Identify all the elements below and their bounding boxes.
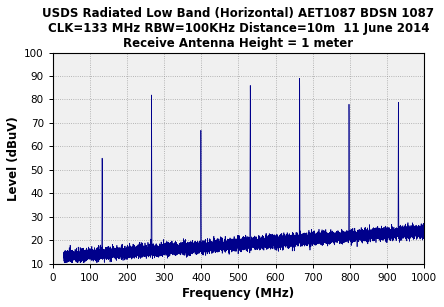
X-axis label: Frequency (MHz): Frequency (MHz)	[182, 287, 294, 300]
Y-axis label: Level (dBuV): Level (dBuV)	[7, 116, 20, 200]
Title: USDS Radiated Low Band (Horizontal) AET1087 BDSN 1087
CLK=133 MHz RBW=100KHz Dis: USDS Radiated Low Band (Horizontal) AET1…	[42, 7, 434, 50]
